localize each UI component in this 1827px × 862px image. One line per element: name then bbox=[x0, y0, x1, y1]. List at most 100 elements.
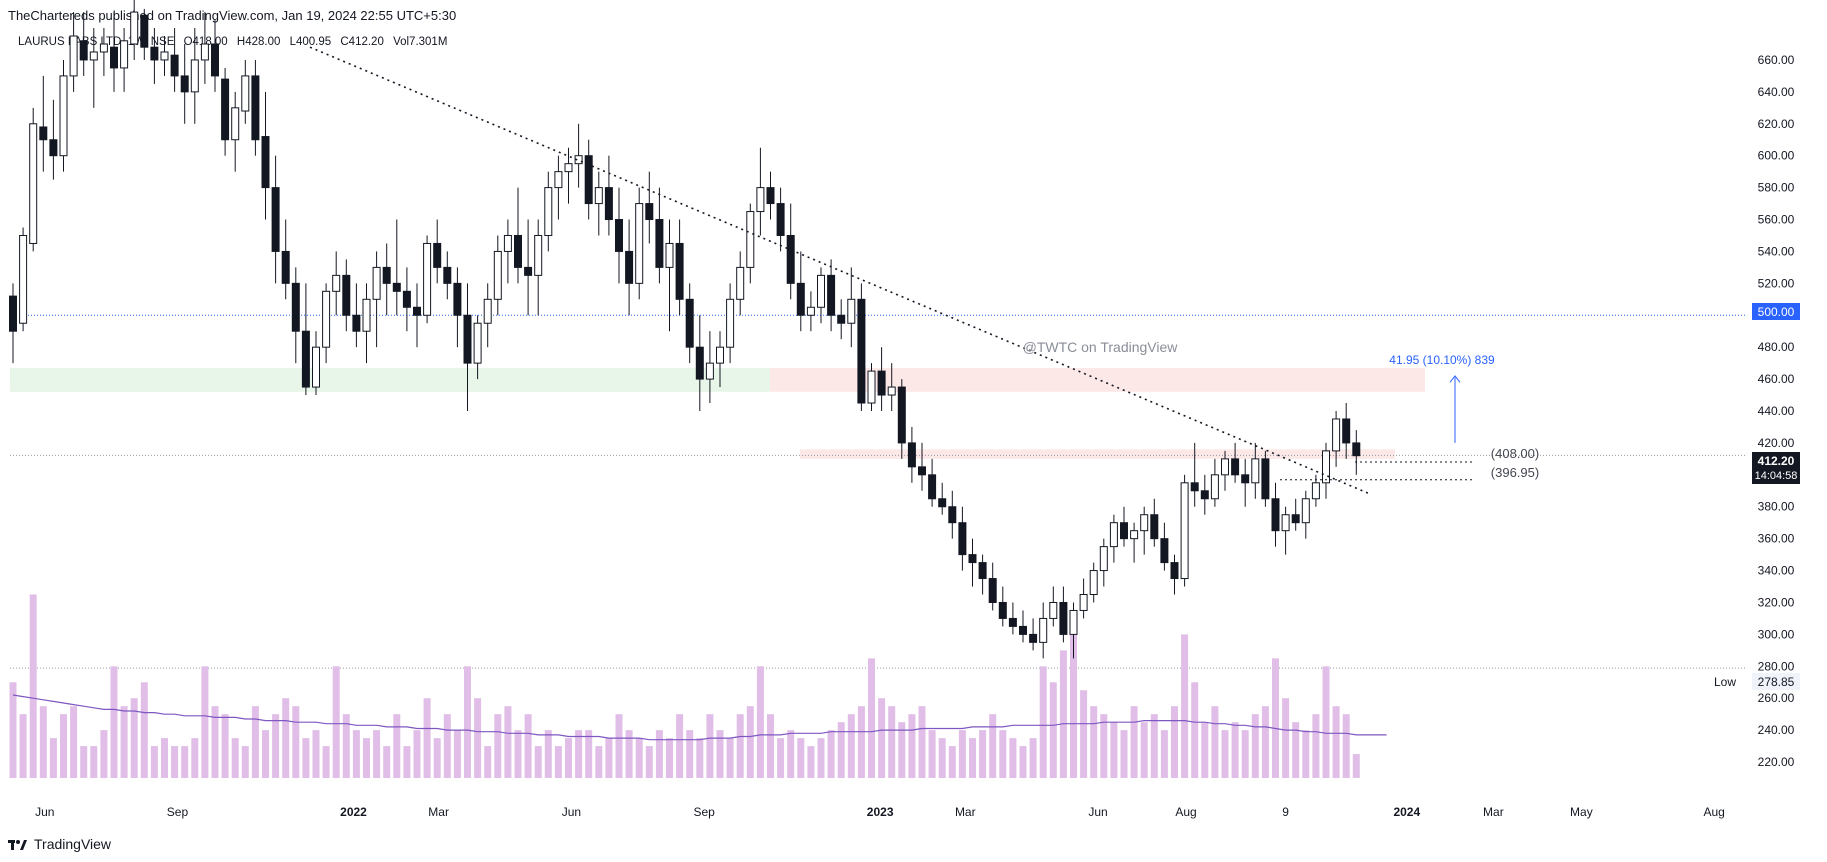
candle-body bbox=[322, 290, 331, 348]
candle-body bbox=[39, 126, 48, 141]
volume-bar bbox=[443, 714, 451, 778]
volume-bar bbox=[666, 738, 673, 778]
volume-bar bbox=[716, 730, 724, 778]
volume-bar bbox=[1352, 754, 1360, 778]
candle-body bbox=[776, 203, 785, 236]
candle-body bbox=[251, 75, 260, 141]
last-price-badge bbox=[1752, 452, 1800, 484]
candle-body bbox=[1019, 625, 1027, 635]
resistance-zone-upper bbox=[770, 367, 1425, 392]
legend-close: C412.20 bbox=[340, 36, 384, 48]
volume-bar bbox=[605, 738, 613, 778]
x-tick-label: Mar bbox=[428, 805, 449, 819]
candle-body bbox=[938, 498, 947, 508]
candle-body bbox=[1079, 594, 1088, 611]
volume-bar bbox=[130, 698, 138, 778]
volume-bar bbox=[211, 706, 219, 778]
candle-body bbox=[1140, 514, 1149, 532]
candle-body bbox=[746, 211, 755, 268]
candle-body bbox=[49, 139, 58, 157]
candle-body bbox=[928, 474, 937, 500]
volume-bar bbox=[857, 706, 865, 778]
candle-body bbox=[1241, 474, 1250, 484]
candle-body bbox=[463, 314, 472, 364]
volume-bar bbox=[373, 730, 381, 778]
candle-body bbox=[69, 35, 78, 77]
measure-label: 41.95 (10.10%) 839 bbox=[1389, 353, 1495, 367]
volume-bar bbox=[1181, 634, 1189, 778]
candle-body bbox=[1342, 418, 1351, 444]
candle-body bbox=[1029, 633, 1038, 643]
volume-bar bbox=[767, 714, 774, 778]
volume-bar bbox=[999, 730, 1007, 778]
volume-bar bbox=[898, 722, 906, 778]
volume-bar bbox=[292, 706, 300, 778]
support-zone-green bbox=[10, 367, 770, 392]
footer-brand[interactable]: TradingView bbox=[8, 836, 111, 852]
candle-body bbox=[685, 298, 694, 348]
candle-body bbox=[534, 234, 543, 276]
candle-body bbox=[705, 362, 714, 380]
candle-body bbox=[433, 242, 442, 268]
volume-bar bbox=[393, 714, 401, 778]
y-tick-label: 440.00 bbox=[1758, 404, 1795, 418]
x-tick-label: 9 bbox=[1282, 805, 1289, 819]
volume-bar bbox=[332, 666, 340, 778]
volume-bar bbox=[403, 746, 411, 778]
volume-bar bbox=[1039, 666, 1047, 778]
x-tick-label: Jun bbox=[562, 805, 581, 819]
volume-bar bbox=[1100, 714, 1108, 778]
volume-bar bbox=[726, 738, 734, 778]
time-axis[interactable]: Jun Sep 2022 Mar Jun Sep 2023 Mar Jun Aug 9 2024 Mar… bbox=[35, 805, 1725, 819]
volume-bar bbox=[453, 730, 461, 778]
candle-body bbox=[948, 506, 957, 524]
volume-bar bbox=[777, 738, 785, 778]
candle-body bbox=[907, 442, 916, 468]
price-axis[interactable]: 220.00 240.00 260.00 280.00 300.00 320.00 340.… bbox=[1758, 53, 1795, 769]
volume-bar bbox=[241, 746, 249, 778]
volume-bar bbox=[342, 714, 350, 778]
volume-bar bbox=[1332, 706, 1340, 778]
y-tick-label: 600.00 bbox=[1758, 149, 1795, 163]
volume-bar bbox=[575, 730, 583, 778]
volume-bar bbox=[413, 730, 421, 778]
volume-bar bbox=[888, 706, 896, 778]
y-tick-label: 280.00 bbox=[1758, 659, 1795, 673]
candle-body bbox=[817, 274, 825, 308]
candle-body bbox=[675, 242, 684, 300]
volume-bar bbox=[464, 666, 471, 778]
price-500-badge bbox=[1752, 303, 1800, 320]
candle-body bbox=[352, 314, 361, 332]
candle-body bbox=[574, 155, 583, 165]
volume-bar bbox=[90, 746, 98, 778]
candle-body bbox=[837, 314, 846, 324]
volume-bar bbox=[514, 730, 522, 778]
candle-body bbox=[1271, 498, 1280, 532]
drawings-layer bbox=[309, 46, 1475, 495]
candle-body bbox=[413, 306, 421, 316]
candle-body bbox=[1190, 482, 1199, 492]
candle-body bbox=[786, 234, 795, 284]
candle-body bbox=[402, 290, 411, 308]
volume-bar bbox=[312, 730, 320, 778]
candle-body bbox=[1039, 617, 1048, 643]
candle-body bbox=[625, 250, 634, 284]
candle-body bbox=[544, 187, 553, 236]
candle-body bbox=[756, 187, 765, 213]
x-tick-label: 2023 bbox=[867, 805, 894, 819]
y-tick-label: 580.00 bbox=[1758, 181, 1795, 195]
candle-body bbox=[584, 155, 593, 205]
volume-bar bbox=[625, 730, 633, 778]
volume-bar bbox=[1160, 730, 1168, 778]
y-tick-label: 220.00 bbox=[1758, 755, 1795, 769]
candle-body bbox=[1352, 442, 1361, 457]
volume-bar bbox=[9, 682, 17, 778]
y-tick-label: 540.00 bbox=[1758, 244, 1795, 258]
candle-body bbox=[281, 250, 290, 284]
legend-high: H428.00 bbox=[236, 36, 281, 48]
low-label: Low bbox=[1714, 675, 1736, 689]
x-tick-label: Sep bbox=[693, 805, 715, 819]
volume-bar bbox=[1191, 682, 1199, 778]
volume-bar bbox=[706, 714, 714, 778]
